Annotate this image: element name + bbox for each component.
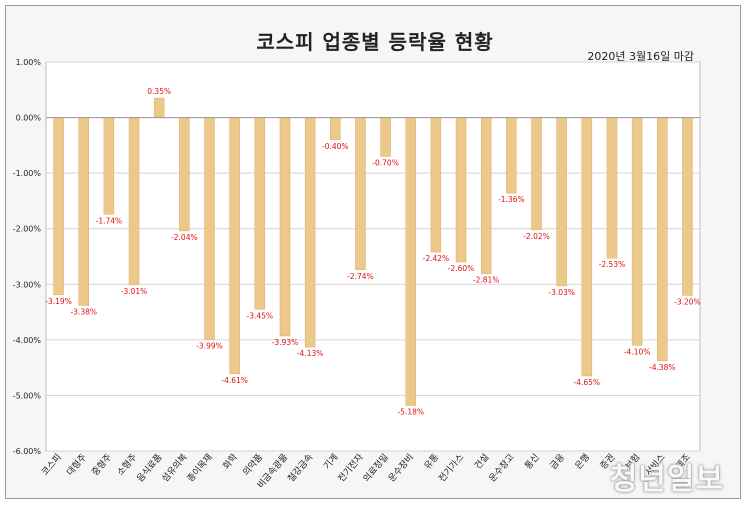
x-tick-label: 통신: [523, 452, 542, 472]
y-tick-label: -3.00%: [13, 280, 42, 289]
x-tick-label: 음식료품: [135, 452, 165, 484]
bar: [204, 117, 215, 340]
bar: [606, 117, 618, 259]
y-tick-label: 0.00%: [16, 114, 42, 123]
data-label: -3.99%: [196, 341, 223, 350]
bar: [279, 117, 291, 337]
x-tick-label: 건설: [472, 452, 491, 472]
data-label: -1.74%: [96, 216, 123, 225]
bar: [581, 117, 593, 377]
data-label: -3.03%: [548, 288, 575, 297]
data-label: -4.65%: [574, 378, 601, 387]
data-label: -3.01%: [121, 287, 148, 296]
y-tick-label: -6.00%: [13, 447, 42, 456]
data-label: -0.70%: [372, 158, 399, 167]
data-label: -2.42%: [423, 254, 450, 263]
data-label: -4.10%: [624, 347, 651, 356]
bar: [78, 117, 89, 306]
data-label: -2.60%: [448, 264, 475, 273]
bar: [682, 117, 693, 296]
data-label: -4.13%: [297, 349, 324, 358]
bar: [556, 117, 567, 287]
x-tick-label: 대형주: [65, 452, 89, 478]
x-tick-label: 소형주: [115, 452, 139, 478]
bar: [657, 117, 668, 362]
bar: [531, 117, 542, 231]
chart-title: 코스피 업종별 등락율 현황: [256, 30, 494, 54]
x-tick-label: 운수창고: [487, 452, 517, 484]
bar: [103, 117, 115, 215]
data-label: -3.19%: [45, 297, 72, 306]
x-tick-label: 금융: [548, 452, 567, 472]
bar: [229, 117, 240, 375]
bar: [380, 117, 391, 157]
bar: [480, 117, 492, 274]
x-tick-label: 전기가스: [437, 452, 467, 484]
data-label: -0.40%: [322, 142, 349, 151]
data-label: -1.36%: [498, 195, 525, 204]
x-tick-label: 유통: [422, 452, 441, 472]
y-tick-label: -1.00%: [13, 169, 42, 178]
data-label: -4.38%: [649, 363, 676, 372]
data-label: -3.20%: [674, 297, 701, 306]
data-label: -4.61%: [221, 376, 248, 385]
watermark-logo: 청년일보: [609, 462, 724, 497]
data-label: -5.18%: [397, 407, 424, 416]
data-label: -2.74%: [347, 272, 374, 281]
bar: [304, 117, 316, 348]
x-tick-label: 철강금속: [286, 452, 316, 484]
x-tick-label: 기계: [321, 451, 341, 471]
y-tick-label: -5.00%: [13, 391, 42, 400]
y-tick-label: 1.00%: [16, 58, 42, 67]
data-label: -3.38%: [70, 307, 97, 316]
data-label: -2.81%: [473, 276, 500, 285]
bar: [53, 117, 64, 296]
x-tick-label: 섬유의복: [160, 452, 190, 484]
x-tick-label: 중형주: [90, 452, 114, 478]
x-tick-label: 화학: [221, 452, 240, 472]
bar: [355, 117, 366, 271]
bar: [153, 97, 165, 118]
bar: [430, 117, 442, 253]
date-note: 2020년 3월16일 마감: [587, 50, 694, 63]
data-label: -2.02%: [523, 232, 550, 241]
x-tick-label: 은행: [572, 451, 592, 471]
plot-area: [45, 61, 701, 452]
x-tick-label: 코스피: [39, 452, 63, 478]
bar: [254, 117, 266, 310]
data-label: -2.53%: [599, 260, 626, 269]
data-label: 0.35%: [147, 87, 171, 96]
y-tick-label: -2.00%: [13, 225, 42, 234]
bar: [506, 117, 517, 194]
data-label: -2.04%: [171, 233, 198, 242]
bar: [455, 117, 467, 263]
bar: [631, 117, 643, 346]
x-tick-label: 의약품: [240, 451, 265, 478]
x-tick-label: 전기전자: [336, 451, 366, 484]
bar: [405, 117, 416, 406]
data-label: -3.45%: [247, 311, 274, 320]
bar: [128, 117, 140, 286]
x-tick-label: 종이목재: [185, 452, 215, 484]
bar: [179, 117, 190, 232]
y-tick-label: -4.00%: [13, 336, 42, 345]
bar: [330, 117, 341, 141]
data-label: -3.93%: [272, 338, 299, 347]
x-tick-label: 의료정밀: [360, 451, 390, 484]
x-tick-label: 운수장비: [386, 452, 416, 484]
